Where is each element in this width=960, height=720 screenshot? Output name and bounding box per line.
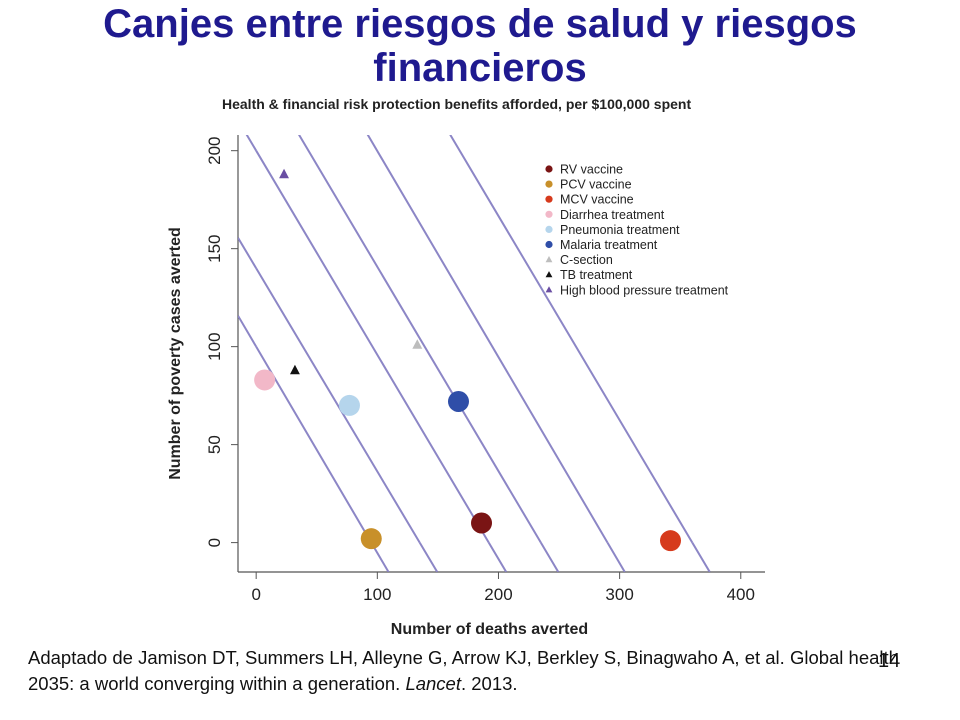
legend-marker	[545, 210, 553, 218]
slide-title-line2: financieros	[373, 46, 587, 90]
iso-benefit-line-extension	[238, 237, 258, 269]
iso-benefit-line	[449, 135, 694, 544]
x-axis-label: Number of deaths averted	[391, 621, 588, 638]
iso-benefit-line	[298, 135, 542, 544]
iso-benefit-line-extension	[245, 135, 258, 152]
legend-label: TB treatment	[560, 268, 633, 282]
iso-benefit-line-extension	[540, 542, 560, 572]
citation-year: . 2013.	[460, 673, 518, 694]
iso-benefit-line	[255, 267, 421, 544]
legend-label: C-section	[560, 253, 613, 267]
legend-marker	[545, 256, 553, 263]
iso-benefit-line-extension	[418, 542, 439, 572]
y-axis-label: Number of poverty cases averted	[167, 227, 184, 480]
legend-label: Pneumonia treatment	[560, 223, 680, 237]
citation-journal: Lancet	[405, 673, 461, 694]
iso-benefit-line	[255, 346, 373, 544]
data-point	[412, 339, 423, 349]
x-tick-label: 100	[363, 585, 391, 604]
legend-marker	[545, 180, 553, 188]
data-point	[447, 391, 469, 413]
legend-label: Diarrhea treatment	[560, 208, 665, 222]
x-tick-label: 400	[727, 585, 755, 604]
y-tick-label: 200	[205, 136, 224, 164]
iso-benefit-line-extension	[238, 32, 256, 63]
y-tick-label: 150	[205, 234, 224, 262]
iso-benefit-line	[366, 135, 609, 544]
chart-title: Health & financial risk protection benef…	[222, 96, 692, 112]
data-point	[254, 369, 276, 391]
citation-text: Adaptado de Jamison DT, Summers LH, Alle…	[28, 647, 899, 694]
slide-title: Canjes entre riesgos de salud y riesgos …	[40, 2, 920, 90]
legend-marker	[545, 195, 553, 203]
y-tick-label: 50	[205, 435, 224, 454]
data-point	[338, 394, 360, 416]
iso-benefit-line-extension	[691, 542, 711, 572]
legend-label: MCV vaccine	[560, 193, 634, 207]
legend-label: High blood pressure treatment	[560, 283, 729, 297]
data-point	[279, 168, 289, 179]
iso-benefit-line	[255, 150, 490, 544]
legend-label: PCV vaccine	[560, 178, 632, 192]
data-point	[360, 528, 382, 550]
iso-benefit-line-extension	[606, 542, 626, 572]
citation: Adaptado de Jamison DT, Summers LH, Alle…	[28, 645, 928, 697]
slide-number: 14	[878, 650, 901, 672]
legend-marker	[545, 271, 553, 278]
iso-benefit-line-extension	[487, 542, 508, 572]
iso-benefit-line-extension	[238, 315, 258, 348]
x-tick-label: 200	[484, 585, 512, 604]
legend-label: Malaria treatment	[560, 238, 658, 252]
x-tick-label: 300	[605, 585, 633, 604]
legend-marker	[545, 225, 553, 233]
legend-marker	[545, 240, 553, 249]
legend-marker	[545, 286, 553, 293]
data-point	[471, 512, 493, 534]
data-point	[289, 364, 300, 375]
x-tick-label: 0	[251, 585, 260, 604]
y-tick-label: 100	[205, 332, 224, 360]
legend-label: RV vaccine	[560, 163, 623, 177]
slide-title-line1: Canjes entre riesgos de salud y riesgos	[103, 2, 857, 46]
legend-marker	[545, 165, 553, 173]
data-point	[660, 530, 682, 552]
y-tick-label: 0	[205, 538, 224, 547]
